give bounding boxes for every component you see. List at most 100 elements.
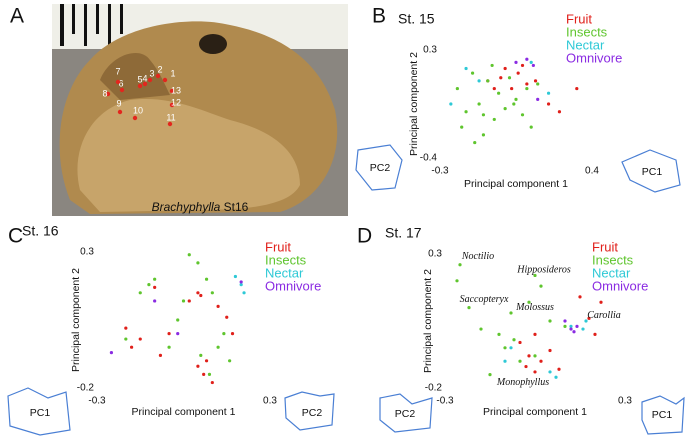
point (512, 338, 516, 342)
landmark-label: 5 (137, 74, 142, 84)
point (533, 370, 537, 374)
landmark-label: 8 (102, 88, 107, 98)
outline-label: PC1 (30, 407, 51, 419)
point (563, 324, 567, 328)
point (492, 117, 496, 122)
annotation: Hipposideros (516, 264, 571, 275)
outline-label: PC2 (302, 407, 323, 419)
y-axis-label: Principal component 2 (70, 268, 82, 372)
point (196, 364, 200, 368)
landmark-label: 2 (157, 64, 162, 74)
annotation: Saccopteryx (460, 294, 509, 305)
landmark-label: 3 (149, 68, 154, 78)
point (158, 353, 163, 357)
landmark-label: 1 (170, 68, 175, 78)
legend-entry: Fruit (592, 239, 618, 254)
point (187, 253, 191, 257)
point (548, 319, 552, 323)
point (533, 354, 537, 358)
point (124, 326, 128, 330)
point (239, 280, 243, 284)
point (563, 319, 567, 323)
point (572, 330, 576, 334)
point (467, 306, 471, 310)
point (490, 63, 494, 68)
legend-entry: Nectar (265, 265, 304, 280)
point (554, 375, 558, 379)
point (516, 71, 520, 75)
point (525, 82, 529, 86)
point (233, 274, 237, 279)
annotation: Carollia (587, 310, 621, 321)
point (587, 316, 591, 320)
x-tick-label: 0.3 (618, 396, 632, 407)
point (557, 110, 562, 114)
point (464, 110, 468, 114)
landmark-label: 11 (166, 112, 175, 122)
point (503, 107, 507, 111)
landmark-label: 10 (133, 105, 143, 115)
landmark-label: 9 (116, 98, 121, 108)
landmark-label: 13 (171, 85, 181, 95)
landmark-dot (162, 77, 168, 83)
point (216, 304, 220, 308)
point (199, 293, 203, 298)
legend-entry: Omnivore (592, 278, 648, 293)
point (222, 332, 226, 336)
point (486, 79, 490, 83)
point (207, 372, 212, 376)
point (167, 345, 171, 349)
point (196, 261, 200, 265)
outline-label: PC2 (370, 162, 391, 174)
point (153, 299, 157, 303)
point (575, 324, 579, 328)
point (548, 348, 552, 353)
y-tick-label: -0.2 (77, 383, 95, 394)
legend-entry: Omnivore (566, 50, 622, 65)
caption-species: Brachyphylla (152, 200, 221, 214)
x-tick-label: -0.3 (88, 396, 106, 407)
point (167, 332, 171, 336)
point (497, 91, 501, 95)
landmark-dot (147, 77, 153, 83)
point (536, 97, 540, 101)
point (202, 372, 206, 376)
point (531, 63, 535, 68)
point (527, 354, 531, 358)
point (514, 97, 518, 101)
panel-label: C (8, 225, 23, 248)
point (520, 113, 525, 117)
point (518, 359, 522, 363)
point (539, 284, 543, 288)
point (181, 299, 186, 303)
photo: Brachyphylla St16 (52, 4, 348, 216)
landmark-dot (117, 109, 123, 115)
legend-entry: Nectar (592, 265, 631, 280)
point (449, 102, 453, 106)
point (539, 359, 543, 363)
point (548, 370, 552, 374)
point (546, 102, 551, 106)
point (479, 327, 483, 331)
point (512, 102, 516, 106)
point (196, 291, 200, 295)
x-tick-label: -0.3 (431, 166, 449, 177)
point (216, 345, 220, 349)
legend-entry: Insects (592, 252, 634, 267)
x-axis-label: Principal component 1 (132, 406, 236, 418)
x-tick-label: 0.4 (585, 166, 599, 177)
y-axis-label: Principal component 2 (422, 269, 434, 373)
landmark-dot (169, 102, 175, 108)
point (509, 346, 513, 350)
point (533, 273, 537, 278)
panel-label: A (10, 5, 24, 28)
y-tick-label: 0.3 (423, 45, 437, 56)
y-tick-label: 0.3 (80, 247, 94, 258)
point (124, 337, 128, 341)
legend-entry: Fruit (265, 239, 291, 254)
point (242, 291, 246, 295)
landmark-label: 7 (115, 66, 120, 76)
legend-entry: Omnivore (265, 278, 321, 293)
landmark-dot (155, 73, 161, 79)
